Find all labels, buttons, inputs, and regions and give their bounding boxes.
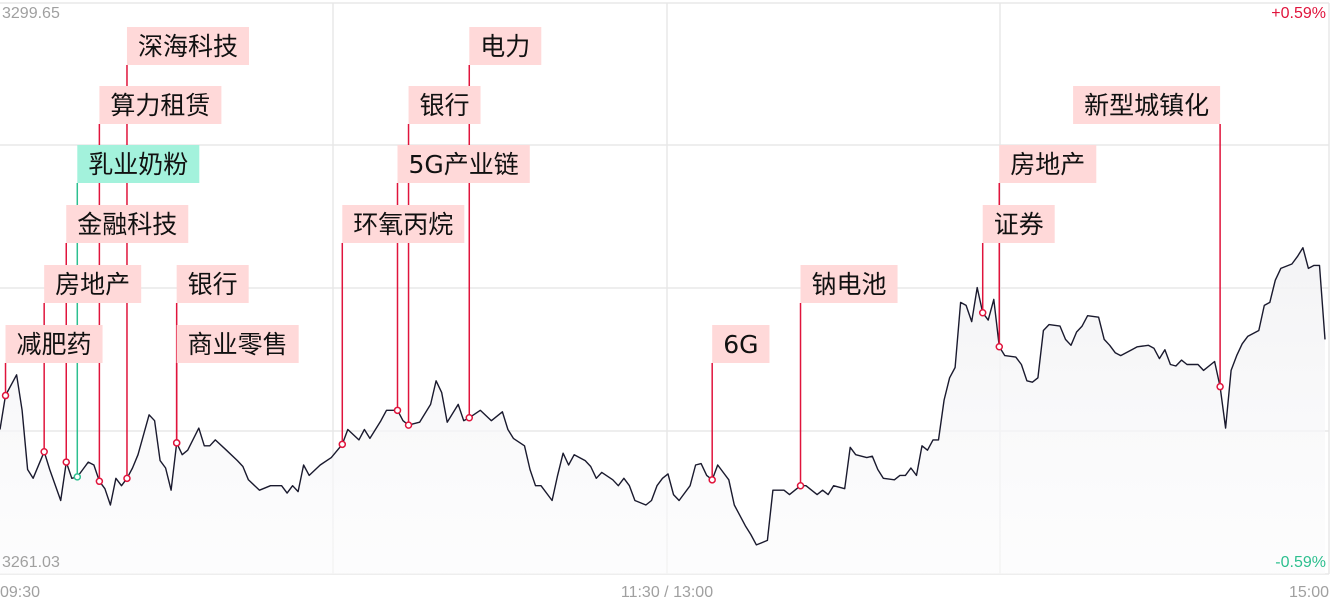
annotation-label-text: 算力租赁 [110,91,210,120]
x-tick-label: 11:30 / 13:00 [621,584,713,601]
pct-min-label: -0.59% [1275,554,1326,571]
annotation-marker [404,421,413,429]
annotation-marker [393,406,402,415]
annotation-label-box [342,205,465,243]
annotation-label-text: 金融科技 [77,210,177,239]
annotation-markers [1,308,1224,490]
annotation-label-box [982,205,1055,243]
pct-max-label: +0.59% [1271,5,1326,22]
annotation-label-text: 深海科技 [138,32,238,61]
price-line [0,246,1326,546]
annotation-marker [338,440,347,449]
annotation-marker [1216,382,1224,391]
annotation-marker [995,343,1004,351]
annotation-label-text: 银行 [420,91,470,120]
price-area [0,247,1325,574]
annotation-label-text: 5G产业链 [409,150,519,179]
annotation-label-box [999,145,1097,183]
annotation-marker [73,473,82,481]
annotation-marker [465,413,474,422]
annotation-label-text: 房地产 [1010,150,1085,179]
annotation-label-box [397,145,530,183]
annotation-label-text: 钠电池 [812,270,887,299]
annotation-label-text: 电力 [480,32,530,61]
annotation-label-text: 减肥药 [17,330,92,359]
annotation-marker [978,308,987,317]
annotation-marker [708,476,716,484]
annotation-marker [62,458,70,466]
annotation-label-text: 新型城镇化 [1084,91,1209,120]
y-max-label: 3299.65 [2,5,60,22]
annotation-label-box [44,265,142,303]
annotation-marker [796,481,805,490]
annotation-label-box [1073,86,1221,124]
x-tick-label: 09:30 [0,584,40,601]
annotation-label-text: 房地产 [55,270,130,299]
annotation-label-box [126,27,249,65]
annotation-label-box [77,145,200,183]
annotation-labels: 减肥药房地产金融科技乳业奶粉算力租赁深海科技银行商业零售环氧丙烷5G产业链银行电… [5,27,1221,363]
annotation-label-box [66,205,189,243]
annotation-marker [123,474,131,483]
annotation-label-text: 环氧丙烷 [353,210,453,239]
annotation-label-box [469,27,542,65]
annotation-marker [40,447,48,456]
annotation-label-text: 商业零售 [188,330,288,359]
annotation-label-box [800,265,898,303]
annotation-label-box [408,86,481,124]
annotation-label-box [99,86,222,124]
annotation-marker [1,391,10,400]
annotation-label-text: 银行 [188,270,238,299]
annotation-label-text: 证券 [994,210,1044,239]
annotation-label-text: 乳业奶粉 [88,150,188,179]
annotation-label-box [712,325,770,363]
annotation-label-box [5,325,103,363]
annotations: 减肥药房地产金融科技乳业奶粉算力租赁深海科技银行商业零售环氧丙烷5G产业链银行电… [1,27,1224,490]
x-tick-label: 15:00 [1289,584,1329,601]
annotation-marker [95,477,104,486]
annotation-label-box [176,325,299,363]
y-min-label: 3261.03 [2,554,60,571]
annotation-marker [172,439,181,447]
annotation-label-box [176,265,249,303]
annotation-label-text: 6G [723,330,758,359]
